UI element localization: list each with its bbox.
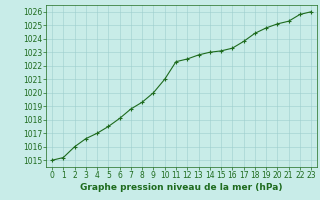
- X-axis label: Graphe pression niveau de la mer (hPa): Graphe pression niveau de la mer (hPa): [80, 183, 283, 192]
